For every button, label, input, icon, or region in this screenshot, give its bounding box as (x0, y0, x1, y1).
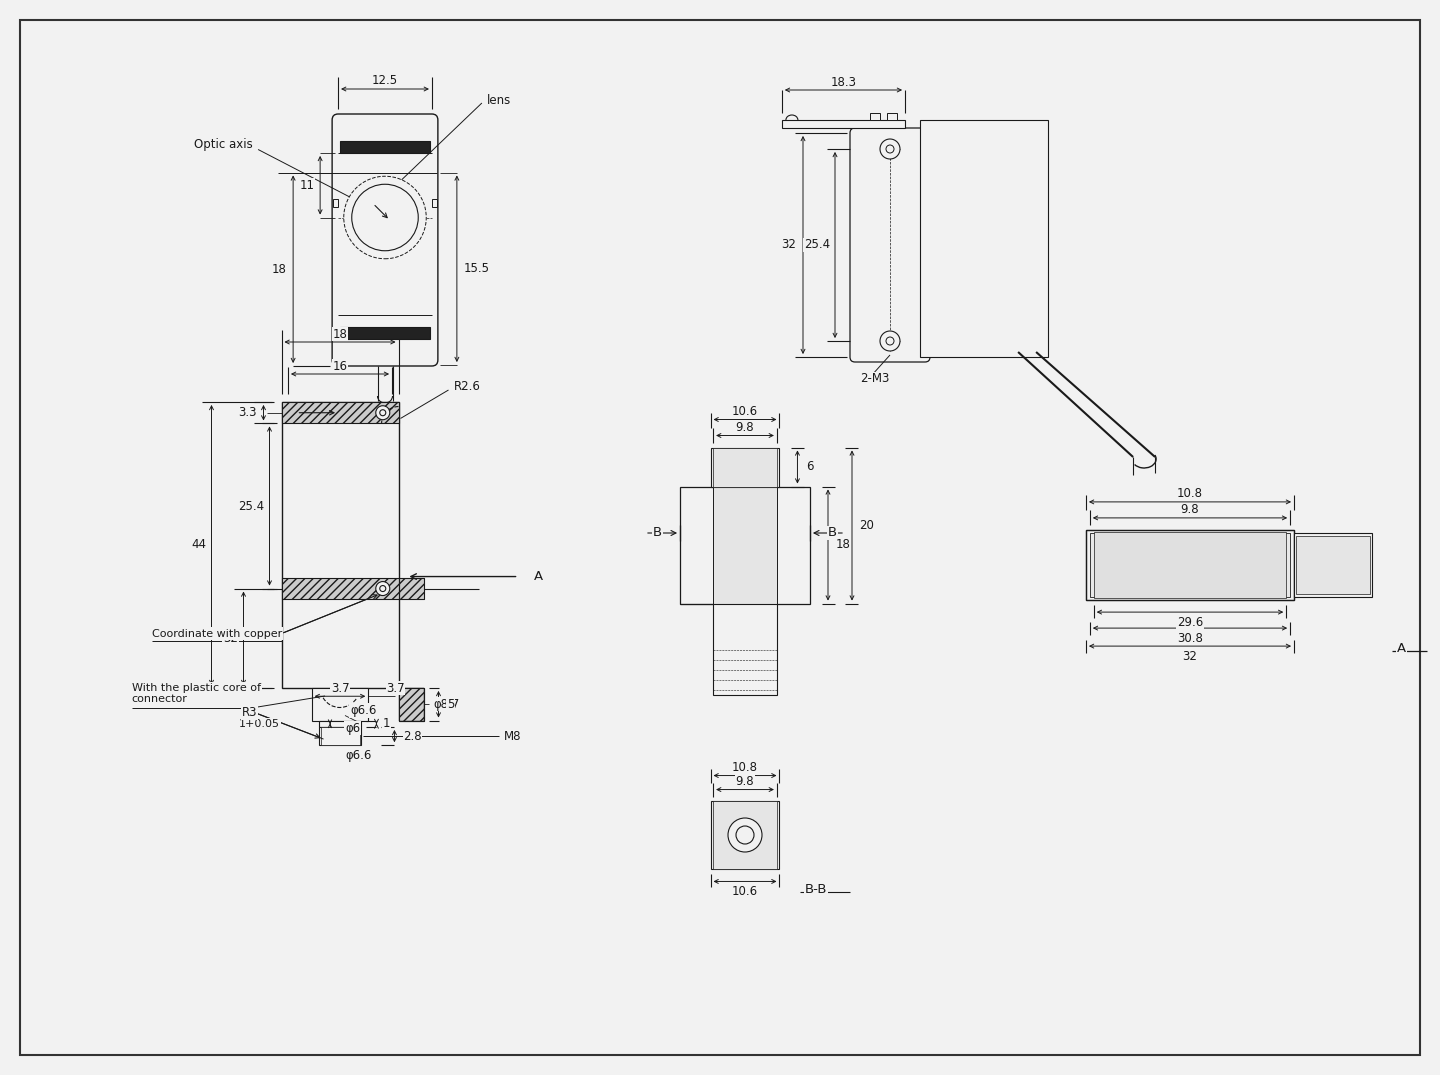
Text: 9.8: 9.8 (736, 775, 755, 788)
Circle shape (880, 331, 900, 352)
FancyBboxPatch shape (850, 128, 930, 362)
Text: φ6.6: φ6.6 (346, 748, 372, 762)
Text: 3.3: 3.3 (238, 406, 256, 419)
Text: 16: 16 (333, 359, 347, 373)
Bar (399, 578, 423, 599)
Text: φ8.7: φ8.7 (433, 698, 459, 711)
FancyBboxPatch shape (333, 114, 438, 366)
Bar (399, 688, 423, 720)
Text: 30.8: 30.8 (1176, 632, 1202, 645)
Bar (281, 402, 399, 424)
Circle shape (886, 145, 894, 153)
Bar (281, 402, 399, 688)
Text: 29.6: 29.6 (1176, 616, 1204, 629)
Text: 20: 20 (860, 519, 874, 532)
Bar (713, 801, 776, 870)
Bar (1090, 533, 1290, 597)
Text: M8: M8 (504, 730, 521, 743)
Bar (1296, 536, 1369, 593)
Text: 32: 32 (782, 239, 796, 252)
Bar (281, 578, 399, 599)
Text: 44: 44 (192, 539, 206, 551)
Circle shape (886, 336, 894, 345)
Text: 10.6: 10.6 (732, 405, 757, 418)
Text: 1: 1 (383, 717, 390, 730)
Circle shape (380, 586, 386, 591)
Text: B-B: B-B (805, 883, 828, 895)
Text: 2-M3: 2-M3 (860, 373, 890, 386)
Bar (340, 141, 431, 153)
Bar (399, 688, 423, 720)
Bar (1086, 530, 1295, 600)
Bar (340, 327, 431, 339)
Text: Coordinate with copper: Coordinate with copper (151, 629, 282, 639)
Text: 25.4: 25.4 (804, 239, 829, 252)
Text: A: A (533, 570, 543, 583)
Text: 10.8: 10.8 (732, 761, 757, 774)
Bar (432, 199, 436, 206)
Text: 15.5: 15.5 (464, 262, 490, 275)
Text: 12.5: 12.5 (372, 74, 397, 87)
Text: 2.8: 2.8 (403, 730, 422, 743)
Bar (713, 487, 776, 603)
Text: 9.8: 9.8 (736, 421, 755, 434)
Bar (333, 199, 338, 206)
Circle shape (351, 184, 418, 250)
Bar (1094, 532, 1286, 598)
Circle shape (736, 826, 755, 844)
Bar (1295, 533, 1372, 597)
Text: 32: 32 (1182, 649, 1198, 662)
Text: 3.7: 3.7 (386, 682, 405, 694)
Circle shape (380, 410, 386, 416)
Text: 3.7: 3.7 (331, 682, 350, 694)
Text: 32: 32 (223, 632, 238, 645)
Text: 11: 11 (300, 178, 314, 191)
Text: R3: R3 (242, 706, 256, 719)
Text: 5: 5 (446, 698, 454, 711)
Bar (321, 727, 360, 745)
Text: φ6.6: φ6.6 (350, 704, 376, 717)
Text: 18.3: 18.3 (831, 75, 857, 88)
Bar (920, 120, 1048, 357)
Text: R2.6: R2.6 (454, 381, 481, 393)
Bar (318, 720, 361, 727)
Circle shape (729, 818, 762, 852)
Circle shape (880, 139, 900, 159)
Circle shape (376, 582, 390, 596)
Text: With the plastic core of
connector: With the plastic core of connector (131, 683, 261, 704)
Bar (782, 120, 904, 128)
Text: 10.8: 10.8 (1176, 487, 1202, 500)
Text: 18: 18 (272, 262, 287, 276)
Bar (710, 801, 779, 870)
Text: A: A (1397, 642, 1405, 655)
Bar (870, 113, 880, 120)
Text: 6: 6 (806, 460, 814, 473)
Bar (281, 578, 399, 599)
Text: 25.4: 25.4 (239, 500, 265, 513)
Bar (1086, 530, 1295, 600)
Bar (680, 487, 809, 603)
Text: 9.8: 9.8 (1181, 503, 1200, 516)
Text: 18: 18 (333, 328, 347, 341)
Circle shape (376, 405, 390, 419)
Text: 18: 18 (835, 539, 851, 551)
Text: φ6: φ6 (346, 721, 360, 734)
Text: lens: lens (487, 94, 511, 106)
Text: B: B (652, 527, 662, 540)
Bar (713, 603, 776, 694)
Bar (710, 447, 779, 487)
Bar (399, 578, 423, 599)
Text: 1+0.05: 1+0.05 (239, 719, 279, 729)
Bar (887, 113, 897, 120)
Text: Optic axis: Optic axis (194, 138, 253, 150)
Text: B: B (828, 527, 837, 540)
Bar (713, 447, 776, 487)
Bar (318, 727, 361, 745)
Bar (281, 402, 399, 424)
Circle shape (344, 176, 426, 259)
Text: 10.6: 10.6 (732, 885, 757, 898)
Bar (311, 688, 369, 720)
